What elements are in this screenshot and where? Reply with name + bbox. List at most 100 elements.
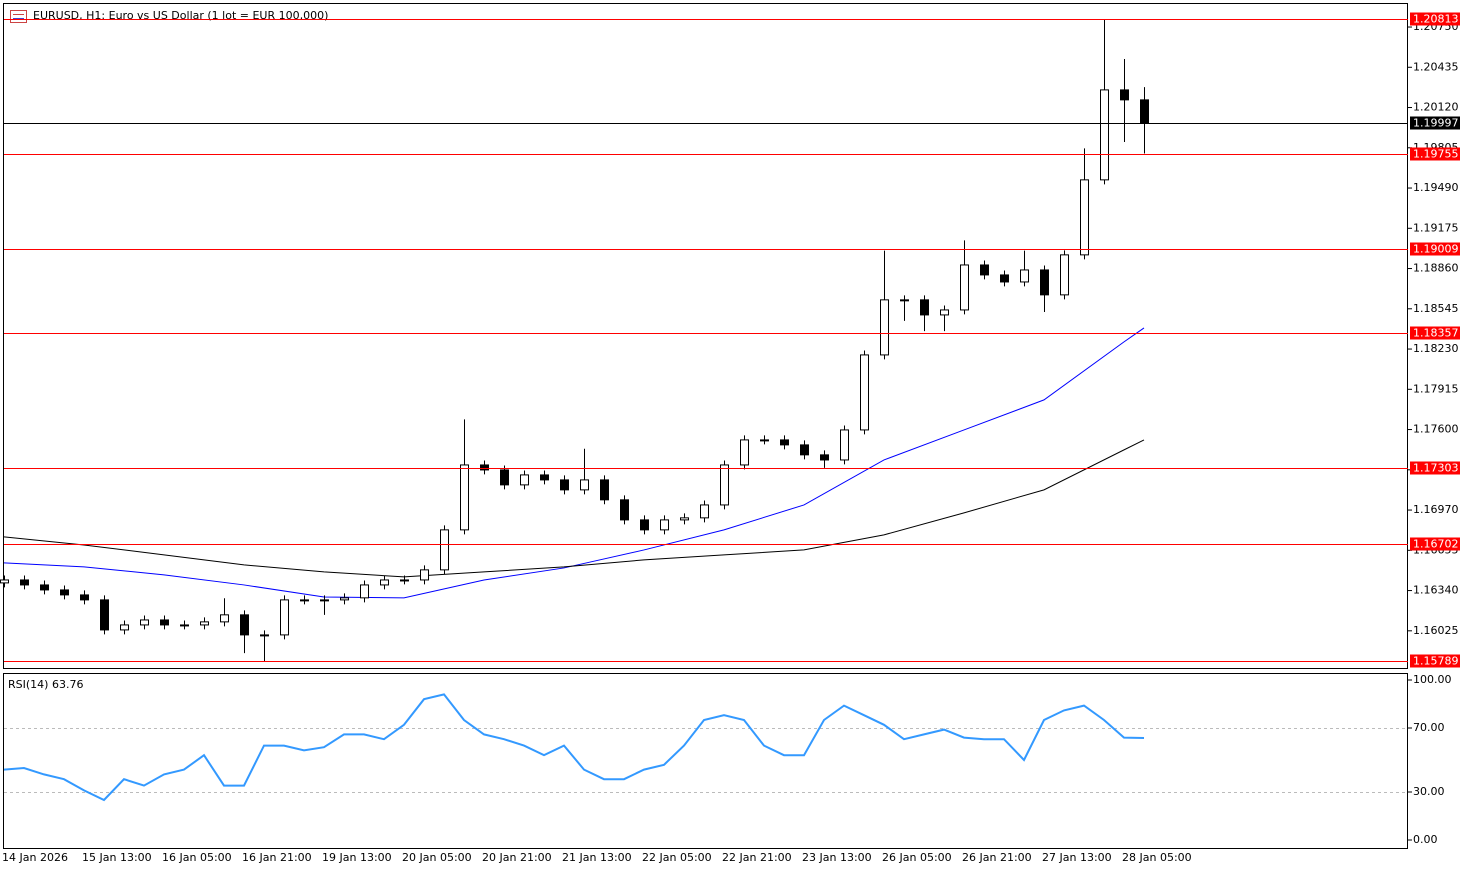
rsi-title: RSI(14) 63.76 xyxy=(8,678,83,691)
candle-body xyxy=(420,569,429,581)
level-label-box xyxy=(1410,537,1460,551)
candle-body xyxy=(220,614,229,623)
candle-body xyxy=(600,479,609,501)
candle-body xyxy=(860,354,869,431)
candle-body xyxy=(580,479,589,491)
x-tick-label: 27 Jan 13:00 xyxy=(1042,851,1112,864)
candle-body xyxy=(360,584,369,599)
candle-body xyxy=(540,474,549,481)
x-tick-label: 22 Jan 21:00 xyxy=(722,851,792,864)
candle-body xyxy=(0,579,9,584)
candle-body xyxy=(1060,254,1069,296)
candle-body xyxy=(800,444,809,456)
candle-body xyxy=(380,579,389,586)
moving-average xyxy=(3,439,1145,578)
x-tick-label: 15 Jan 13:00 xyxy=(82,851,152,864)
y-tick-label: 1.19490 xyxy=(1413,181,1459,194)
x-tick-label: 16 Jan 05:00 xyxy=(162,851,232,864)
level-label-box xyxy=(1410,12,1460,26)
level-label-box xyxy=(1410,326,1460,340)
candle-body xyxy=(980,264,989,276)
y-tick-label: 1.16970 xyxy=(1413,503,1459,516)
candle-body xyxy=(1100,89,1109,181)
rsi-line xyxy=(3,693,1145,802)
moving-average xyxy=(3,327,1145,599)
candle-body xyxy=(400,579,409,582)
y-tick-label: 1.19175 xyxy=(1413,221,1459,234)
level-label: 1.17303 xyxy=(1413,462,1459,475)
level-label: 1.18357 xyxy=(1413,327,1459,340)
level-label: 1.16702 xyxy=(1413,538,1459,551)
candle-body xyxy=(620,499,629,521)
y-tick-label: 1.18860 xyxy=(1413,262,1459,275)
rsi-panel xyxy=(3,673,1408,849)
candle-body xyxy=(660,519,669,531)
y-tick-label: 100.00 xyxy=(1413,673,1452,686)
candle-body xyxy=(240,614,249,636)
candle-body xyxy=(60,589,69,596)
candle-body xyxy=(640,519,649,531)
y-tick-label: 1.17600 xyxy=(1413,423,1459,436)
candle-body xyxy=(920,299,929,316)
symbol-icon xyxy=(10,10,27,23)
candle-body xyxy=(840,429,849,461)
x-tick-label: 23 Jan 13:00 xyxy=(802,851,872,864)
candle-body xyxy=(820,454,829,461)
y-tick-label: 30.00 xyxy=(1413,785,1445,798)
x-tick-label: 16 Jan 21:00 xyxy=(242,851,312,864)
y-tick-label: 1.17915 xyxy=(1413,382,1459,395)
candle-body xyxy=(180,624,189,627)
y-tick-label: 1.20435 xyxy=(1413,60,1459,73)
candle-body xyxy=(1120,89,1129,101)
candle-body xyxy=(120,624,129,631)
candle-body xyxy=(280,599,289,636)
candle-body xyxy=(1080,179,1089,256)
candle-body xyxy=(320,599,329,602)
x-tick-label: 21 Jan 13:00 xyxy=(562,851,632,864)
candle-body xyxy=(960,264,969,311)
current-price-label: 1.19997 xyxy=(1413,117,1459,130)
candle-body xyxy=(1020,269,1029,283)
candle-body xyxy=(900,299,909,302)
chart-title: EURUSD, H1: Euro vs US Dollar (1 lot = E… xyxy=(33,9,328,22)
candle-body xyxy=(20,579,29,586)
y-tick-label: 0.00 xyxy=(1413,833,1438,846)
x-tick-label: 22 Jan 05:00 xyxy=(642,851,712,864)
candle-body xyxy=(340,597,349,601)
candle-body xyxy=(480,464,489,471)
candle-body xyxy=(780,439,789,446)
candle-body xyxy=(260,634,269,637)
x-tick-label: 14 Jan 2026 xyxy=(2,851,68,864)
y-tick-label: 1.20120 xyxy=(1413,101,1459,114)
level-label: 1.20813 xyxy=(1413,13,1459,26)
candle-body xyxy=(1040,269,1049,296)
candle-body xyxy=(1140,99,1149,124)
candle-body xyxy=(160,619,169,626)
candle-body xyxy=(40,584,49,591)
current-price-box xyxy=(1410,116,1460,130)
candle-body xyxy=(940,309,949,316)
candle-body xyxy=(560,479,569,491)
x-tick-label: 28 Jan 05:00 xyxy=(1122,851,1192,864)
y-tick-label: 1.16025 xyxy=(1413,624,1459,637)
y-tick-label: 1.18545 xyxy=(1413,302,1459,315)
level-label: 1.19009 xyxy=(1413,243,1459,256)
candle-body xyxy=(880,299,889,356)
candle-body xyxy=(1000,274,1009,283)
candle-body xyxy=(760,439,769,442)
x-tick-label: 26 Jan 21:00 xyxy=(962,851,1032,864)
candle-body xyxy=(700,504,709,519)
x-tick-label: 26 Jan 05:00 xyxy=(882,851,952,864)
candle-body xyxy=(680,517,689,521)
level-label-box xyxy=(1410,654,1460,668)
level-label: 1.15789 xyxy=(1413,655,1459,668)
level-label-box xyxy=(1410,242,1460,256)
y-tick-label: 1.16340 xyxy=(1413,584,1459,597)
candle-body xyxy=(500,469,509,486)
level-label: 1.19755 xyxy=(1413,148,1459,161)
candle-body xyxy=(80,594,89,601)
candle-body xyxy=(440,529,449,571)
y-tick-label: 70.00 xyxy=(1413,721,1445,734)
